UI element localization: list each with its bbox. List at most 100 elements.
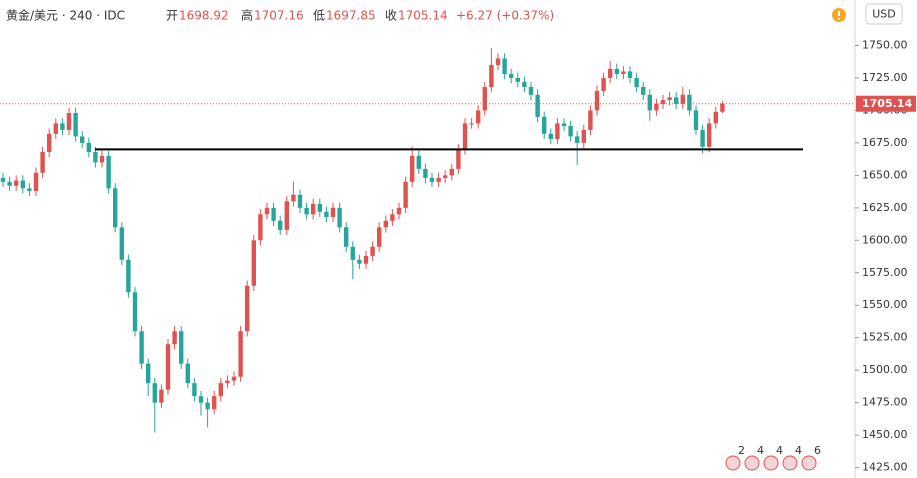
- candle-body: [212, 396, 217, 410]
- warning-icon-dot: [838, 18, 840, 20]
- candle-body: [423, 168, 428, 178]
- event-badge-count: 6: [814, 444, 821, 457]
- low-label: 低: [313, 9, 325, 23]
- last-price-tag: [856, 95, 916, 112]
- event-badge-count: 4: [795, 444, 802, 457]
- candle-body: [667, 97, 672, 101]
- candle-body: [86, 142, 91, 152]
- symbol: 黄金/美元 · 240 · IDC: [6, 8, 125, 23]
- candle-body: [317, 203, 322, 212]
- candle-body: [436, 177, 441, 182]
- event-badge-count: 4: [757, 444, 764, 457]
- candle-body: [146, 363, 151, 384]
- candle-body: [73, 113, 78, 137]
- candle-body: [601, 77, 606, 91]
- y-tick-label: 1550.00: [862, 298, 908, 311]
- candle-body: [119, 227, 124, 260]
- event-badge: [763, 455, 779, 471]
- candle-body: [238, 331, 243, 377]
- candle-body: [14, 180, 19, 186]
- candle-body: [205, 402, 210, 410]
- candle-body: [456, 149, 461, 169]
- candle-body: [555, 123, 560, 139]
- candle-body: [363, 255, 369, 264]
- event-badge-count: 4: [776, 444, 783, 457]
- candle-body: [621, 71, 626, 75]
- y-tick-label: 1625.00: [862, 201, 908, 214]
- candle-body: [139, 331, 144, 364]
- candle-body: [172, 331, 177, 345]
- candle-body: [344, 227, 349, 247]
- y-tick-label: 1675.00: [862, 136, 908, 149]
- candle-body: [707, 123, 712, 147]
- candle-body: [588, 110, 593, 130]
- y-tick-label: 1475.00: [862, 396, 908, 409]
- candle-body: [489, 64, 494, 88]
- candle-body: [251, 240, 256, 286]
- candle-body: [403, 181, 408, 208]
- high-value: 1707.16: [254, 9, 304, 23]
- candle-body: [0, 177, 6, 182]
- candle-body: [278, 220, 283, 230]
- candle-body: [165, 344, 171, 390]
- candle-body: [641, 87, 646, 95]
- candle-body: [614, 68, 619, 75]
- candle-body: [396, 207, 402, 215]
- open-value: 1698.92: [179, 9, 229, 23]
- candle-body: [700, 129, 705, 147]
- y-tick-label: 1750.00: [862, 38, 908, 51]
- candle-body: [377, 227, 382, 247]
- candle-body: [20, 180, 25, 189]
- candle-body: [542, 116, 547, 134]
- candle-body: [608, 68, 613, 78]
- candle-body: [482, 87, 487, 111]
- candle-body: [7, 181, 12, 186]
- candle-body: [330, 207, 336, 217]
- open-label: 开: [166, 9, 178, 23]
- candle-body: [660, 100, 666, 104]
- candle-body: [93, 151, 98, 163]
- candle-body: [179, 331, 184, 364]
- candle-body: [390, 214, 395, 221]
- y-tick-label: 1500.00: [862, 363, 908, 376]
- candle-body: [132, 292, 138, 332]
- candle-body: [476, 110, 481, 124]
- candle-body: [522, 81, 527, 88]
- y-tick-label: 1650.00: [862, 168, 908, 181]
- candle-body: [99, 155, 105, 163]
- currency-label[interactable]: USD: [872, 8, 896, 21]
- y-tick-label: 1425.00: [862, 461, 908, 474]
- candle-body: [304, 207, 309, 215]
- event-badge-count: 2: [738, 444, 745, 457]
- candle-body: [27, 188, 32, 191]
- candle-body: [284, 201, 289, 230]
- candle-body: [225, 380, 230, 384]
- candle-body: [416, 155, 421, 169]
- candle-body: [515, 77, 520, 82]
- candle-body: [60, 123, 65, 130]
- candle-body: [264, 207, 270, 215]
- candle-body: [291, 194, 296, 202]
- candle-body: [47, 133, 52, 152]
- candle-body: [159, 389, 164, 403]
- candle-body: [113, 188, 118, 228]
- event-badge: [744, 455, 760, 471]
- event-badge: [801, 455, 817, 471]
- candle-body: [337, 207, 342, 228]
- currency-button[interactable]: [865, 3, 903, 25]
- candle-body: [674, 97, 679, 104]
- candle-body: [245, 285, 250, 332]
- candle-body: [548, 133, 553, 139]
- candle-body: [311, 203, 316, 215]
- candle-body: [535, 94, 540, 117]
- candle-body: [634, 77, 639, 88]
- candle-body: [594, 90, 600, 111]
- candle-body: [324, 211, 329, 217]
- last-price-label: 1705.14: [862, 97, 912, 110]
- header: 黄金/美元 · 240 · IDC 开 1698.92 高 1707.16 低 …: [6, 8, 554, 23]
- candle-body: [581, 129, 586, 143]
- candle-body: [40, 151, 45, 173]
- candle-body: [383, 220, 388, 228]
- y-tick-label: 1450.00: [862, 428, 908, 441]
